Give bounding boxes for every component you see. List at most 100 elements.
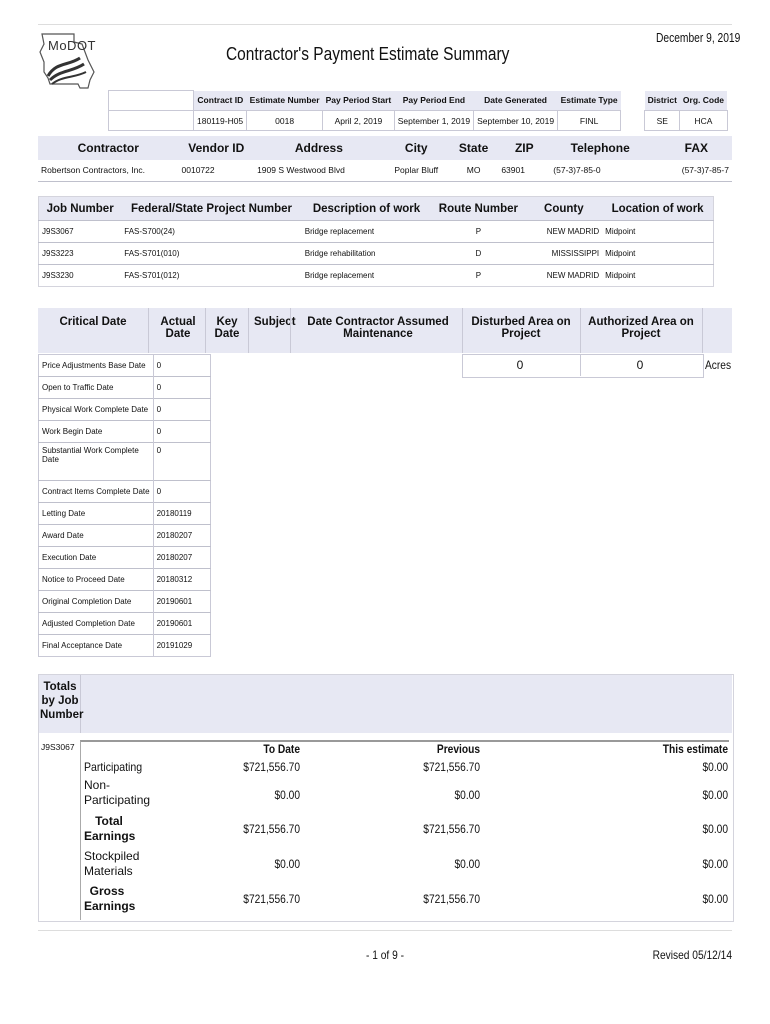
summary-header: Date Generated [473, 90, 558, 111]
header-divider [148, 308, 149, 353]
authorized-area-value: 0 [636, 358, 644, 372]
totals-header: Totals by Job Number [40, 681, 84, 721]
state: MO [466, 165, 481, 176]
page-top-rule [38, 24, 732, 25]
footer-rule [38, 930, 732, 931]
zip: 63901 [501, 165, 525, 176]
summary-value: September 1, 2019 [393, 110, 475, 131]
header-divider [580, 308, 581, 353]
date-value: 20191029 [152, 634, 211, 657]
summary-header: Pay Period End [394, 90, 474, 111]
to-date-value: $721,556.70 [243, 822, 300, 836]
route-number: D [475, 249, 482, 258]
date-value: 0 [152, 420, 211, 443]
contractor-table: Contractor Vendor ID Address City State … [38, 136, 732, 182]
county: NEW MADRID [546, 271, 600, 280]
job-number: J9S3230 [42, 271, 74, 280]
totals-job-number: J9S3067 [41, 742, 75, 752]
work-description: Bridge rehabilitation [304, 249, 376, 258]
address: 1909 S Westwood Blvd [257, 165, 345, 176]
project-number: FAS-S700(24) [124, 227, 175, 236]
estimate-summary-table: Contract ID Estimate Number Pay Period S… [108, 90, 728, 131]
jobs-table: Job Number Federal/State Project Number … [38, 196, 714, 287]
date-value: 20180312 [152, 568, 211, 591]
missouri-map-icon [39, 33, 95, 89]
date-label: Notice to Proceed Date [42, 575, 125, 584]
county: MISSISSIPPI [551, 249, 600, 258]
contractor-header: Vendor ID [188, 141, 245, 155]
to-date-value: $0.00 [274, 788, 300, 802]
summary-header: Estimate Number [246, 90, 323, 111]
route-number: P [475, 271, 482, 280]
disturbed-area-value: 0 [516, 358, 524, 372]
modot-logo [38, 32, 100, 94]
to-date-value: $721,556.70 [243, 892, 300, 906]
date-label: Substantial Work Complete Date [42, 446, 139, 464]
summary-value: 180119-H05 [192, 110, 248, 131]
summary-value: April 2, 2019 [322, 110, 395, 131]
date-label: Execution Date [42, 553, 97, 562]
orgcode-value: HCA [679, 110, 728, 131]
table-row: Award Date 20180207 [38, 524, 211, 547]
totals-header-divider [80, 675, 81, 733]
this-estimate-value: $0.00 [702, 892, 728, 906]
vendor-id: 0010722 [181, 165, 215, 176]
summary-value: FINL [557, 110, 622, 131]
date-label: Adjusted Completion Date [42, 619, 135, 628]
date-label: Contract Items Complete Date [42, 487, 150, 496]
contractor-header: Telephone [570, 141, 630, 155]
location: Midpoint [605, 249, 636, 258]
date-value: 0 [152, 354, 211, 377]
page-number: - 1 of 9 - [366, 948, 404, 962]
totals-inner-box [80, 740, 729, 920]
summary-header: Pay Period Start [322, 90, 395, 111]
route-number: P [475, 227, 482, 236]
header-divider [462, 308, 463, 353]
previous-value: $0.00 [454, 788, 480, 802]
district-header: District [644, 90, 680, 111]
county: NEW MADRID [546, 227, 600, 236]
date-label: Original Completion Date [42, 597, 132, 606]
disturbed-area-header: Disturbed Area on Project [471, 316, 571, 340]
summary-value: September 10, 2019 [473, 110, 559, 131]
key-date-header: Key Date [214, 316, 240, 340]
date-value: 0 [152, 480, 211, 503]
job-number: J9S3223 [42, 249, 74, 258]
contractor-header: State [458, 141, 489, 155]
jobs-header: County [544, 202, 584, 215]
previous-header: Previous [436, 742, 480, 756]
date-label: Award Date [42, 531, 84, 540]
this-estimate-value: $0.00 [702, 788, 728, 802]
jobs-header: Location of work [611, 202, 704, 215]
area-unit: Acres [705, 358, 732, 372]
totals-row-label: Stockpiled Materials [84, 849, 140, 878]
table-row: Final Acceptance Date 20191029 [39, 634, 211, 657]
summary-header: Contract ID [193, 90, 247, 111]
area-divider [580, 354, 581, 376]
this-estimate-value: $0.00 [702, 822, 728, 836]
telephone: (57-3)7-85-0 [553, 165, 601, 176]
critical-date-header: Critical Date [59, 316, 127, 328]
date-label: Price Adjustments Base Date [42, 361, 146, 370]
table-row: Original Completion Date 20190601 [38, 590, 211, 613]
table-row: Price Adjustments Base Date 0 [38, 354, 211, 377]
table-row: J9S3230 FAS-S701(012) Bridge replacement… [38, 264, 714, 287]
contractor-header: ZIP [514, 141, 534, 155]
maintenance-header: Date Contractor Assumed Maintenance [307, 316, 449, 340]
previous-value: $0.00 [454, 857, 480, 871]
jobs-header: Federal/State Project Number [130, 202, 293, 215]
report-date: December 9, 2019 [656, 31, 741, 45]
table-row: Work Begin Date 0 [38, 420, 211, 443]
this-estimate-header: This estimate [662, 742, 728, 756]
table-row: J9S3067 FAS-S700(24) Bridge replacement … [38, 220, 714, 243]
page-title: Contractor's Payment Estimate Summary [226, 44, 510, 64]
table-row: Contract Items Complete Date 0 [38, 480, 211, 503]
contractor-header: Address [294, 141, 343, 155]
contractor-header: Contractor [77, 141, 139, 155]
contractor-header: City [404, 141, 428, 155]
date-value: 0 [152, 376, 211, 399]
dates-header-bar [38, 308, 732, 353]
summary-value: 0018 [246, 110, 324, 131]
table-row: Adjusted Completion Date 20190601 [38, 612, 211, 635]
summary-header: Estimate Type [557, 90, 621, 111]
